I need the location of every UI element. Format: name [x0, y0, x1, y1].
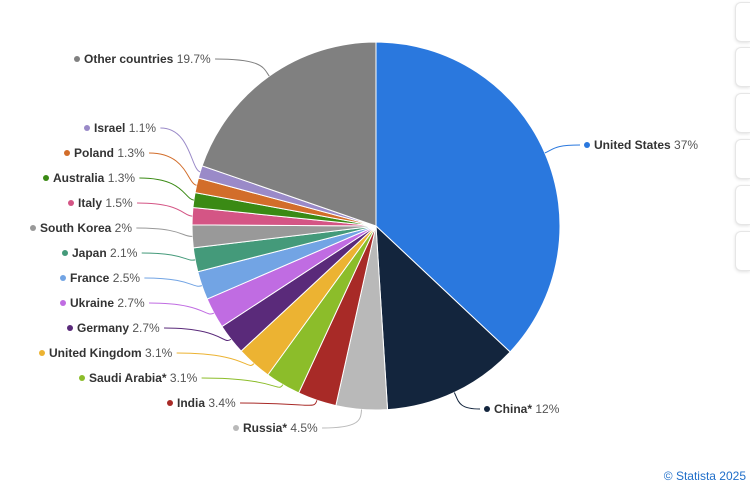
- data-label-11: South Korea 2%: [40, 221, 132, 235]
- data-label-value: 1.3%: [114, 146, 145, 160]
- data-label-name: Russia*: [243, 421, 287, 435]
- toolbar-button-1[interactable]: [735, 2, 750, 42]
- data-label-16: Other countries 19.7%: [84, 52, 211, 66]
- data-label-4: India 3.4%: [177, 396, 236, 410]
- data-label-2: China* 12%: [494, 402, 560, 416]
- connector-line-8: [149, 302, 215, 315]
- data-label-value: 2%: [111, 221, 132, 235]
- toolbar-button-6[interactable]: [735, 231, 750, 271]
- connector-line-4: [240, 400, 318, 406]
- data-label-name: China*: [494, 402, 532, 416]
- toolbar-button-2[interactable]: [735, 47, 750, 87]
- legend-marker-13: [43, 175, 49, 181]
- legend-marker-10: [62, 250, 68, 256]
- toolbar-button-4[interactable]: [735, 139, 750, 179]
- pie-slices: [191, 41, 561, 411]
- data-label-name: Israel: [94, 121, 125, 135]
- legend-marker-9: [60, 275, 66, 281]
- connector-line-14: [149, 152, 197, 186]
- data-label-value: 2.5%: [109, 271, 140, 285]
- legend-marker-3: [233, 425, 239, 431]
- data-label-8: Ukraine 2.7%: [70, 296, 145, 310]
- legend-marker-8: [60, 300, 66, 306]
- data-label-value: 2.1%: [107, 246, 138, 260]
- data-label-value: 12%: [532, 402, 560, 416]
- legend-marker-16: [74, 56, 80, 62]
- connector-line-7: [164, 327, 232, 341]
- data-label-14: Poland 1.3%: [74, 146, 145, 160]
- data-label-name: United States: [594, 138, 671, 152]
- legend-marker-6: [39, 350, 45, 356]
- connector-line-1: [544, 144, 581, 154]
- data-label-value: 19.7%: [173, 52, 211, 66]
- legend-marker-4: [167, 400, 173, 406]
- toolbar-button-3[interactable]: [735, 93, 750, 133]
- legend-marker-1: [584, 142, 590, 148]
- data-label-1: United States 37%: [594, 138, 698, 152]
- pie-slice-16[interactable]: [201, 41, 377, 227]
- data-label-6: United Kingdom 3.1%: [49, 346, 173, 360]
- connector-line-10: [141, 252, 196, 261]
- data-label-value: 37%: [671, 138, 699, 152]
- toolbar-button-5[interactable]: [735, 185, 750, 225]
- legend-marker-14: [64, 150, 70, 156]
- legend-marker-15: [84, 125, 90, 131]
- data-label-name: Ukraine: [70, 296, 114, 310]
- data-label-name: Italy: [78, 196, 102, 210]
- data-label-name: Saudi Arabia*: [89, 371, 167, 385]
- data-label-name: Germany: [77, 321, 129, 335]
- data-label-value: 3.1%: [167, 371, 198, 385]
- data-labels: United States 37% China* 12% Russia* 4.5% I…: [30, 52, 698, 435]
- connector-line-16: [215, 58, 270, 77]
- data-label-15: Israel 1.1%: [94, 121, 156, 135]
- connector-line-12: [137, 202, 193, 217]
- connector-line-3: [322, 409, 363, 429]
- label-connectors: [136, 58, 581, 429]
- connector-line-5: [201, 377, 284, 388]
- data-label-name: Poland: [74, 146, 114, 160]
- data-label-7: Germany 2.7%: [77, 321, 160, 335]
- data-label-name: South Korea: [40, 221, 112, 235]
- data-label-value: 3.4%: [205, 396, 236, 410]
- data-label-5: Saudi Arabia* 3.1%: [89, 371, 198, 385]
- data-label-name: Japan: [72, 246, 107, 260]
- data-label-value: 2.7%: [114, 296, 145, 310]
- legend-marker-11: [30, 225, 36, 231]
- legend-marker-12: [68, 200, 74, 206]
- connector-line-11: [136, 227, 193, 237]
- legend-marker-7: [67, 325, 73, 331]
- connector-line-9: [144, 277, 203, 287]
- data-label-value: 3.1%: [142, 346, 173, 360]
- data-label-13: Australia 1.3%: [53, 171, 135, 185]
- connector-line-13: [139, 177, 194, 201]
- data-label-value: 1.3%: [104, 171, 135, 185]
- legend-marker-2: [484, 406, 490, 412]
- data-label-value: 2.7%: [129, 321, 160, 335]
- data-label-name: India: [177, 396, 205, 410]
- data-label-value: 4.5%: [287, 421, 318, 435]
- credits-link[interactable]: © Statista 2025: [663, 469, 746, 483]
- data-label-value: 1.5%: [102, 196, 133, 210]
- data-label-3: Russia* 4.5%: [243, 421, 318, 435]
- data-label-12: Italy 1.5%: [78, 196, 133, 210]
- connector-line-6: [176, 352, 255, 366]
- data-label-10: Japan 2.1%: [72, 246, 138, 260]
- connector-line-2: [453, 392, 481, 410]
- legend-marker-5: [79, 375, 85, 381]
- pie-slice-2[interactable]: [375, 224, 511, 411]
- data-label-value: 1.1%: [125, 121, 156, 135]
- data-label-9: France 2.5%: [70, 271, 140, 285]
- data-label-name: Australia: [53, 171, 105, 185]
- data-label-name: Other countries: [84, 52, 174, 66]
- data-label-name: United Kingdom: [49, 346, 142, 360]
- connector-line-15: [160, 127, 201, 173]
- data-label-name: France: [70, 271, 110, 285]
